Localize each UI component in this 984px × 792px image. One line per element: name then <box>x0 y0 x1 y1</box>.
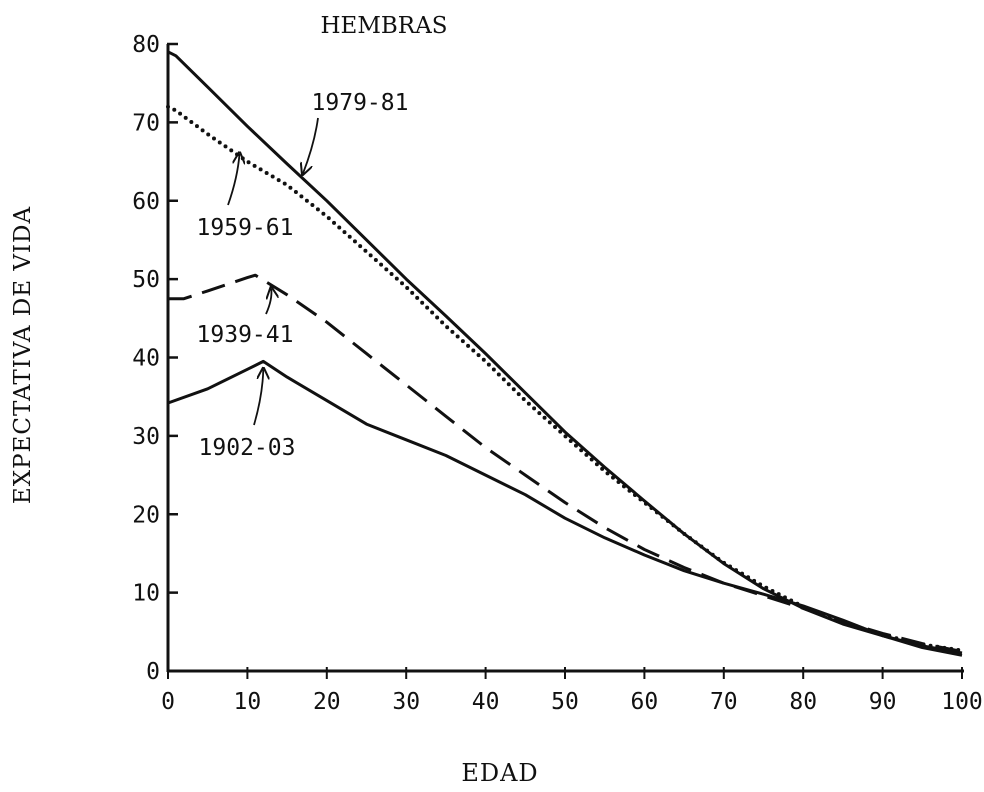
annotation-label: 1902-03 <box>199 435 296 461</box>
annotation-label: 1939-41 <box>197 322 294 348</box>
y-tick-label: 30 <box>132 424 160 450</box>
y-axis-label: EXPECTATIVA DE VIDA <box>10 206 36 504</box>
x-tick-label: 20 <box>313 689 341 715</box>
x-tick-label: 100 <box>941 689 983 715</box>
y-tick-label: 60 <box>132 189 160 215</box>
y-tick-label: 50 <box>132 267 160 293</box>
x-tick-label: 70 <box>710 689 738 715</box>
annotation-arrow <box>265 289 271 315</box>
x-tick-label: 50 <box>551 689 579 715</box>
x-tick-label: 0 <box>161 689 175 715</box>
annotation-arrow <box>227 154 240 206</box>
x-tick-label: 40 <box>472 689 500 715</box>
x-tick-label: 90 <box>869 689 897 715</box>
x-tick-label: 10 <box>234 689 262 715</box>
annotation-arrow <box>253 369 263 426</box>
series-lines <box>166 50 964 657</box>
series-line-1939-41 <box>168 273 963 653</box>
y-tick-label: 20 <box>132 502 160 528</box>
chart-title: HEMBRAS <box>321 13 448 39</box>
annotation-arrow <box>303 117 319 173</box>
series-line-1902-03 <box>167 359 963 657</box>
series-line-1979-81 <box>167 50 963 655</box>
x-tick-label: 30 <box>392 689 420 715</box>
y-tick-label: 70 <box>132 110 160 136</box>
annotation-label: 1979-81 <box>312 90 409 116</box>
y-axis-ticks: 0 10 20 30 40 50 60 70 80 <box>132 32 178 685</box>
annotation-label: 1959-61 <box>197 215 294 241</box>
y-tick-label: 80 <box>132 32 160 58</box>
y-tick-label: 0 <box>146 659 160 685</box>
x-axis-label: EDAD <box>461 759 538 787</box>
series-annotations: 1979-81 1959-61 1939-41 1902-03 <box>197 90 409 461</box>
x-tick-label: 80 <box>789 689 817 715</box>
x-axis-ticks: 0 10 20 30 40 50 60 70 80 90 100 <box>161 667 983 715</box>
y-tick-label: 10 <box>132 581 160 607</box>
x-tick-label: 60 <box>631 689 659 715</box>
y-tick-label: 40 <box>132 346 160 372</box>
